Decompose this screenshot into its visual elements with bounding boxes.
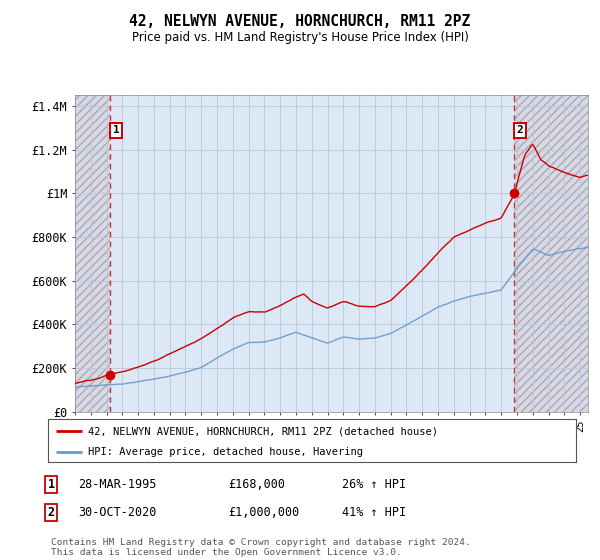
Text: 28-MAR-1995: 28-MAR-1995 <box>78 478 157 491</box>
Text: 26% ↑ HPI: 26% ↑ HPI <box>342 478 406 491</box>
Text: 2: 2 <box>47 506 55 519</box>
Text: 42, NELWYN AVENUE, HORNCHURCH, RM11 2PZ: 42, NELWYN AVENUE, HORNCHURCH, RM11 2PZ <box>130 14 470 29</box>
Text: HPI: Average price, detached house, Havering: HPI: Average price, detached house, Have… <box>88 447 362 457</box>
Text: 2: 2 <box>517 125 523 135</box>
Bar <box>514 95 588 412</box>
Text: £1,000,000: £1,000,000 <box>228 506 299 519</box>
Text: £168,000: £168,000 <box>228 478 285 491</box>
Text: 1: 1 <box>47 478 55 491</box>
Bar <box>75 95 110 412</box>
Text: Contains HM Land Registry data © Crown copyright and database right 2024.
This d: Contains HM Land Registry data © Crown c… <box>51 538 471 557</box>
Text: 1: 1 <box>113 125 119 135</box>
Text: 30-OCT-2020: 30-OCT-2020 <box>78 506 157 519</box>
Text: 41% ↑ HPI: 41% ↑ HPI <box>342 506 406 519</box>
Text: Price paid vs. HM Land Registry's House Price Index (HPI): Price paid vs. HM Land Registry's House … <box>131 31 469 44</box>
Text: 42, NELWYN AVENUE, HORNCHURCH, RM11 2PZ (detached house): 42, NELWYN AVENUE, HORNCHURCH, RM11 2PZ … <box>88 426 437 436</box>
